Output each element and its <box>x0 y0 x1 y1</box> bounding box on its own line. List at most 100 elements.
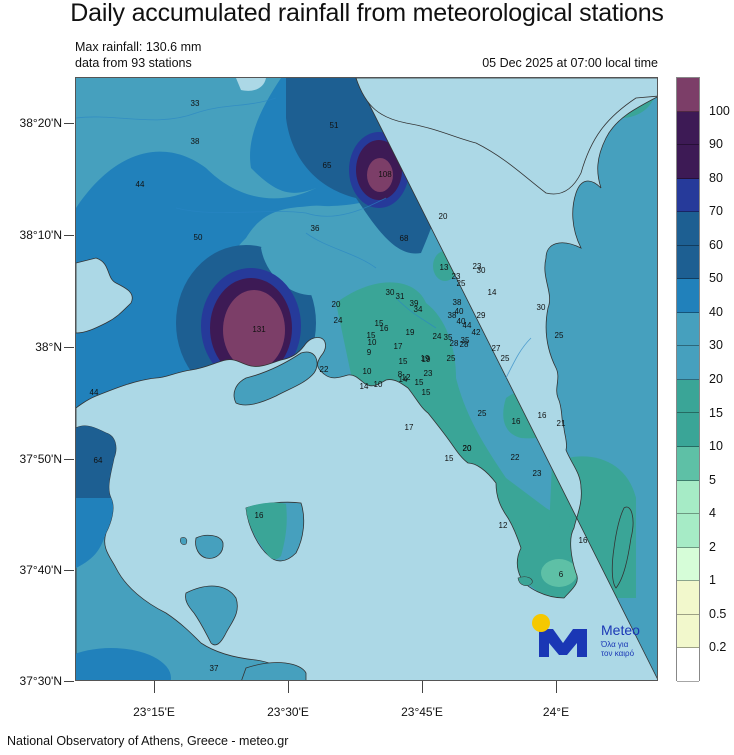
station-value: 42 <box>471 328 481 337</box>
station-value: 38 <box>190 137 200 146</box>
x-tick <box>288 681 289 693</box>
station-value: 23 <box>451 272 461 281</box>
colorbar-label: 10 <box>709 439 723 454</box>
station-value: 17 <box>404 423 414 432</box>
colorbar-segment <box>677 514 699 548</box>
station-value: 15 <box>414 378 424 387</box>
station-value: 20 <box>462 444 472 453</box>
station-value: 19 <box>405 328 415 337</box>
station-value: 35 <box>443 333 453 342</box>
station-value: 23 <box>532 469 542 478</box>
y-tick-label: 38°N <box>35 340 62 354</box>
station-value: 38 <box>447 311 457 320</box>
station-value: 36 <box>310 224 320 233</box>
colorbar-segment <box>677 447 699 481</box>
station-value: 10 <box>362 367 372 376</box>
station-value: 22 <box>319 365 329 374</box>
colorbar-segment <box>677 614 699 649</box>
station-value: 15 <box>444 454 454 463</box>
colorbar-label: 80 <box>709 170 723 185</box>
station-value: 25 <box>446 354 456 363</box>
station-value: 30 <box>536 303 546 312</box>
station-value: 20 <box>462 444 472 453</box>
station-value: 23 <box>472 262 482 271</box>
colorbar-label: 40 <box>709 304 723 319</box>
y-tick <box>64 681 74 682</box>
station-value: 6 <box>558 570 564 579</box>
station-value: 15 <box>366 331 376 340</box>
colorbar-label: 0.5 <box>709 606 727 621</box>
y-tick-label: 37°30'N <box>19 674 62 688</box>
y-tick-label: 37°50'N <box>19 452 62 466</box>
station-value: 40 <box>454 307 464 316</box>
station-value: 17 <box>393 342 403 351</box>
station-value: 131 <box>252 325 266 334</box>
x-tick <box>556 681 557 693</box>
colorbar-label: 60 <box>709 237 723 252</box>
y-tick <box>64 570 74 571</box>
station-value: 44 <box>462 321 472 330</box>
contour-layer <box>76 78 657 680</box>
y-tick <box>64 347 74 348</box>
colorbar-segment <box>677 78 699 112</box>
colorbar-segment <box>677 346 699 380</box>
station-value: 20 <box>331 300 341 309</box>
station-value: 108 <box>378 170 392 179</box>
station-value: 44 <box>135 180 145 189</box>
logo-tagline-2: τον καιρό <box>601 649 635 658</box>
colorbar-segment <box>677 581 699 615</box>
station-value: 28 <box>449 339 459 348</box>
station-value: 12 <box>498 521 508 530</box>
colorbar-segment <box>677 379 699 414</box>
x-tick-label: 23°45'E <box>401 705 443 719</box>
station-value: 31 <box>395 292 405 301</box>
station-value: 19 <box>420 354 430 363</box>
colorbar-label: 90 <box>709 137 723 152</box>
y-tick-label: 38°20'N <box>19 116 62 130</box>
timestamp-label: 05 Dec 2025 at 07:00 local time <box>482 56 658 70</box>
meteo-logo-icon <box>532 614 587 657</box>
colorbar-label: 1 <box>709 573 716 588</box>
station-value: 13 <box>439 263 449 272</box>
colorbar-label: 70 <box>709 204 723 219</box>
station-value: 30 <box>476 266 486 275</box>
station-value: 14 <box>398 375 408 384</box>
logo-tagline-1: Όλα για <box>601 640 629 649</box>
station-value: 33 <box>190 99 200 108</box>
colorbar-segment <box>677 312 699 347</box>
y-tick-label: 37°40'N <box>19 563 62 577</box>
colorbar-segment <box>677 480 699 515</box>
colorbar-segment <box>677 245 699 280</box>
station-value: 10 <box>373 380 383 389</box>
station-value: 16 <box>379 324 389 333</box>
station-value: 23 <box>423 369 433 378</box>
station-value: 27 <box>491 344 501 353</box>
station-value: 15 <box>374 319 384 328</box>
station-value: 25 <box>456 279 466 288</box>
colorbar-label: 100 <box>709 103 730 118</box>
station-value: 20 <box>438 212 448 221</box>
stations-count-label: data from 93 stations <box>75 56 192 70</box>
station-value: 21 <box>556 419 566 428</box>
station-value: 16 <box>537 411 547 420</box>
station-value: 29 <box>476 311 486 320</box>
colorbar-label: 2 <box>709 539 716 554</box>
station-value: 16 <box>511 417 521 426</box>
station-value: 30 <box>385 288 395 297</box>
x-tick <box>154 681 155 693</box>
y-tick <box>64 123 74 124</box>
station-value: 19 <box>421 355 431 364</box>
colorbar-segment <box>677 648 699 682</box>
station-value: 35 <box>460 336 470 345</box>
station-value: 34 <box>413 305 423 314</box>
station-value: 8 <box>397 370 403 379</box>
station-value: 24 <box>432 332 442 341</box>
station-value: 38 <box>452 298 462 307</box>
station-value: 39 <box>409 299 419 308</box>
colorbar-segment <box>677 413 699 448</box>
colorbar-label: 4 <box>709 506 716 521</box>
colorbar-segment <box>677 178 699 213</box>
colorbar-label: 0.2 <box>709 640 727 655</box>
station-value: 15 <box>421 388 431 397</box>
station-value: 65 <box>322 161 332 170</box>
